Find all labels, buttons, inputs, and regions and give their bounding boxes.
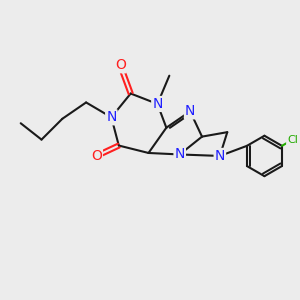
Text: O: O [115, 58, 126, 72]
Text: O: O [91, 149, 102, 163]
Text: N: N [185, 104, 195, 118]
Text: Cl: Cl [287, 135, 298, 145]
Text: N: N [215, 149, 225, 163]
Text: N: N [152, 97, 163, 111]
Text: N: N [106, 110, 116, 124]
Text: N: N [175, 148, 185, 161]
